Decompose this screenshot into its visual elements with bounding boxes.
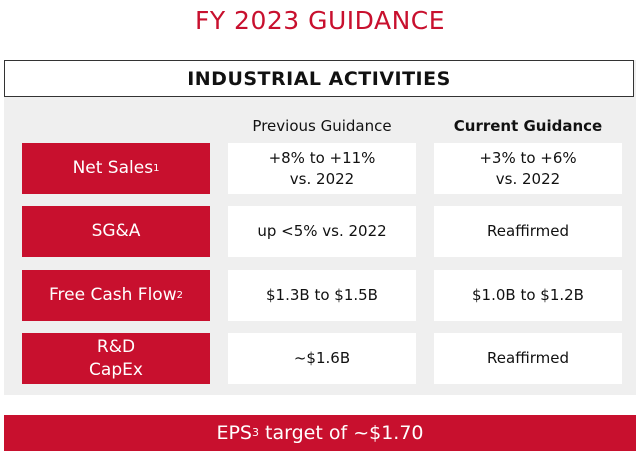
eps-target-text: target of ~$1.70 (259, 422, 424, 444)
page-title: FY 2023 GUIDANCE (194, 6, 446, 35)
cell-sga-previous: up <5% vs. 2022 (228, 206, 416, 257)
column-header-previous: Previous Guidance (252, 117, 392, 135)
cell-net-sales-previous: +8% to +11% vs. 2022 (228, 143, 416, 194)
row-label-rd-capex: R&D CapEx (22, 333, 210, 384)
row-label-net-sales: Net Sales 1 (22, 143, 210, 194)
row-label-free-cash-flow: Free Cash Flow 2 (22, 270, 210, 321)
row-label-text: Net Sales (72, 158, 154, 179)
eps-prefix: EPS (216, 422, 252, 444)
row-label-text: SG&A (91, 221, 141, 242)
eps-target-banner: EPS 3 target of ~$1.70 (4, 415, 636, 451)
cell-free-cash-flow-previous: $1.3B to $1.5B (228, 270, 416, 321)
cell-free-cash-flow-current: $1.0B to $1.2B (434, 270, 622, 321)
cell-rd-capex-current: Reaffirmed (434, 333, 622, 384)
column-header-current: Current Guidance (453, 117, 603, 135)
row-label-line-1: R&D (96, 336, 136, 357)
cell-rd-capex-previous: ~$1.6B (228, 333, 416, 384)
cell-net-sales-current: +3% to +6% vs. 2022 (434, 143, 622, 194)
cell-sga-current: Reaffirmed (434, 206, 622, 257)
row-label-text: Free Cash Flow (49, 285, 177, 306)
row-label-line-2: CapEx (89, 359, 143, 380)
row-label-sga: SG&A (22, 206, 210, 257)
section-header: INDUSTRIAL ACTIVITIES (4, 60, 634, 97)
